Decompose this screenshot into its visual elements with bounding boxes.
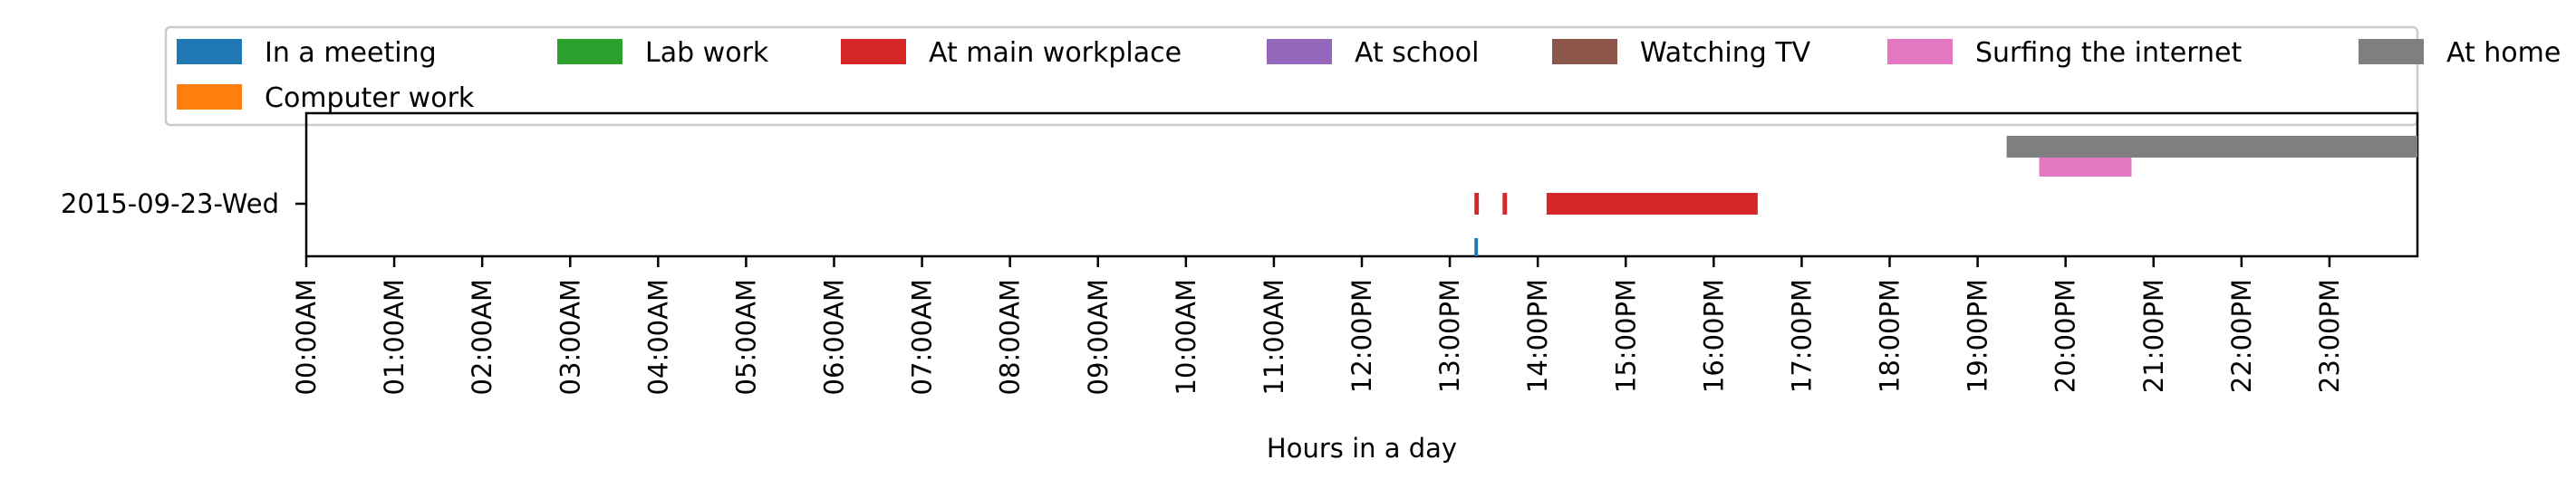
bar-in-a-meeting-0 bbox=[1474, 238, 1479, 256]
bar-surfing-the-internet-0 bbox=[2039, 155, 2132, 177]
bar-at-main-workplace-0 bbox=[1474, 193, 1480, 215]
legend-swatch bbox=[1267, 39, 1332, 64]
x-tick-label: 07:00AM bbox=[907, 279, 938, 395]
x-tick-label: 00:00AM bbox=[291, 279, 322, 395]
legend-label: Watching TV bbox=[1640, 37, 1811, 69]
x-tick-label: 12:00PM bbox=[1346, 279, 1377, 393]
legend-label: At main workplace bbox=[929, 37, 1182, 69]
x-tick-label: 10:00AM bbox=[1171, 279, 1201, 395]
x-tick-label: 18:00PM bbox=[1875, 279, 1905, 393]
y-tick-label: 2015-09-23-Wed bbox=[61, 188, 279, 219]
x-tick-label: 03:00AM bbox=[555, 279, 585, 395]
plot-frame bbox=[304, 111, 2419, 258]
legend-swatch bbox=[557, 39, 622, 64]
legend-label: Computer work bbox=[265, 82, 475, 114]
x-tick-label: 21:00PM bbox=[2138, 279, 2169, 393]
x-tick-label: 16:00PM bbox=[1698, 279, 1729, 393]
x-tick-label: 19:00PM bbox=[1963, 279, 1993, 393]
legend-swatch bbox=[1887, 39, 1953, 64]
x-tick-label: 05:00AM bbox=[730, 279, 761, 395]
x-tick-label: 08:00AM bbox=[995, 279, 1026, 395]
x-tick-label: 02:00AM bbox=[467, 279, 497, 395]
y-axis-ticks: 2015-09-23-Wed bbox=[61, 188, 306, 219]
x-tick-label: 20:00PM bbox=[2050, 279, 2081, 393]
legend-swatch bbox=[2359, 39, 2424, 64]
legend-label: At home bbox=[2446, 37, 2561, 69]
legend-swatch bbox=[177, 84, 242, 110]
legend-swatch bbox=[841, 39, 906, 64]
legend-label: In a meeting bbox=[265, 37, 437, 69]
x-tick-label: 17:00PM bbox=[1786, 279, 1817, 393]
x-tick-label: 23:00PM bbox=[2314, 279, 2345, 393]
legend-swatch bbox=[177, 39, 242, 64]
x-tick-label: 06:00AM bbox=[819, 279, 850, 395]
legend-label: Surfing the internet bbox=[1975, 37, 2242, 69]
x-axis-title: Hours in a day bbox=[1267, 433, 1457, 464]
bar-at-main-workplace-2 bbox=[1546, 193, 1758, 215]
x-tick-label: 11:00AM bbox=[1259, 279, 1289, 395]
bar-at-home-0 bbox=[2006, 136, 2417, 158]
plot-bars bbox=[1474, 136, 2417, 256]
x-tick-label: 09:00AM bbox=[1083, 279, 1114, 395]
legend-swatch bbox=[1552, 39, 1617, 64]
legend-label: Lab work bbox=[645, 37, 769, 69]
legend-frame bbox=[164, 25, 2419, 127]
x-tick-label: 14:00PM bbox=[1522, 279, 1553, 393]
bar-at-main-workplace-1 bbox=[1502, 193, 1508, 215]
x-tick-label: 15:00PM bbox=[1610, 279, 1641, 393]
x-tick-label: 22:00PM bbox=[2226, 279, 2257, 393]
legend: In a meeting Computer work Lab work At main… bbox=[164, 25, 2561, 127]
x-tick-label: 04:00AM bbox=[642, 279, 673, 395]
legend-label: At school bbox=[1355, 37, 1479, 69]
x-tick-label: 13:00PM bbox=[1434, 279, 1465, 393]
x-axis-ticks: 00:00AM 01:00AM 02:00AM 03:00AM 04:00AM 05:00… bbox=[291, 256, 2345, 395]
plot-axes bbox=[304, 111, 2419, 258]
x-tick-label: 01:00AM bbox=[379, 279, 410, 395]
